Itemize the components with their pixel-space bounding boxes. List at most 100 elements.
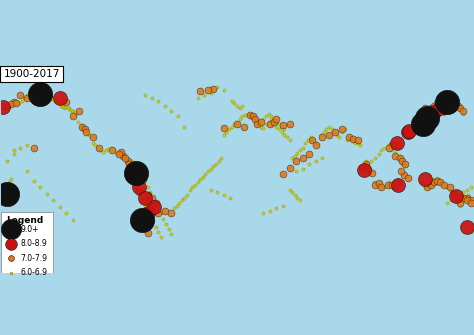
Point: [141, 203, 149, 208]
Point: [333, 132, 340, 137]
Point: [288, 156, 296, 161]
Point: [286, 122, 293, 127]
Point: [128, 158, 136, 163]
Point: [131, 169, 138, 174]
Point: [424, 112, 431, 118]
Point: [430, 106, 438, 111]
Point: [459, 195, 466, 200]
Text: 8.0-8.9: 8.0-8.9: [20, 239, 47, 248]
Point: [409, 127, 417, 132]
Point: [441, 111, 448, 116]
Point: [39, 87, 46, 93]
Point: [345, 135, 352, 140]
Point: [34, 95, 41, 100]
Point: [89, 135, 96, 140]
Point: [0, 103, 7, 109]
Point: [383, 182, 391, 187]
Point: [152, 200, 159, 206]
Point: [395, 182, 402, 187]
Point: [168, 232, 175, 237]
Point: [464, 226, 472, 232]
Point: [17, 92, 24, 98]
Point: [404, 135, 411, 140]
Point: [319, 135, 326, 140]
Point: [233, 103, 241, 109]
Point: [338, 127, 346, 132]
Point: [63, 211, 70, 216]
Point: [438, 106, 446, 111]
Point: [8, 241, 15, 246]
Point: [463, 195, 471, 200]
Point: [102, 148, 109, 153]
Point: [135, 190, 142, 195]
Point: [393, 140, 401, 145]
Point: [134, 179, 141, 185]
Point: [401, 161, 409, 166]
Point: [467, 200, 474, 206]
Point: [385, 179, 393, 185]
Point: [215, 158, 222, 163]
Point: [407, 132, 414, 137]
Point: [351, 140, 359, 145]
Point: [249, 114, 256, 119]
Point: [454, 100, 461, 106]
Point: [299, 145, 306, 150]
Point: [275, 127, 283, 132]
Point: [367, 158, 375, 163]
Point: [144, 230, 152, 236]
Point: [399, 161, 406, 166]
Point: [367, 172, 375, 177]
Point: [23, 95, 31, 100]
Point: [144, 208, 152, 213]
Point: [0, 185, 7, 190]
Point: [136, 169, 144, 174]
Point: [253, 122, 261, 127]
Point: [296, 198, 304, 203]
Point: [107, 145, 115, 150]
Point: [301, 140, 309, 145]
Point: [30, 145, 37, 150]
Point: [459, 111, 466, 116]
Point: [299, 166, 306, 172]
Point: [391, 150, 398, 156]
Point: [278, 129, 285, 135]
Point: [308, 137, 316, 143]
Point: [148, 95, 155, 100]
Point: [425, 111, 432, 116]
Point: [139, 217, 146, 223]
Point: [57, 103, 65, 109]
Point: [165, 226, 173, 232]
Point: [293, 195, 301, 200]
Point: [380, 145, 388, 150]
Point: [218, 156, 225, 161]
Point: [384, 142, 392, 148]
Point: [307, 135, 314, 140]
Point: [227, 195, 234, 200]
Point: [270, 122, 278, 127]
Point: [186, 187, 193, 193]
Point: [207, 187, 215, 193]
Point: [69, 217, 77, 223]
Point: [128, 173, 136, 178]
Point: [428, 106, 435, 111]
Point: [421, 106, 428, 111]
Point: [378, 183, 385, 189]
Point: [378, 185, 385, 190]
Point: [174, 114, 182, 119]
Point: [3, 191, 11, 196]
Point: [230, 122, 238, 127]
Point: [425, 182, 432, 187]
Point: [373, 181, 380, 186]
Point: [141, 195, 149, 200]
Point: [17, 145, 24, 150]
Point: [89, 140, 96, 145]
Point: [139, 173, 146, 178]
Point: [137, 175, 145, 181]
Point: [344, 137, 351, 143]
Point: [51, 98, 58, 103]
Point: [141, 92, 149, 98]
Point: [433, 178, 440, 183]
Point: [74, 119, 82, 124]
Point: [170, 205, 178, 211]
Point: [349, 139, 356, 144]
